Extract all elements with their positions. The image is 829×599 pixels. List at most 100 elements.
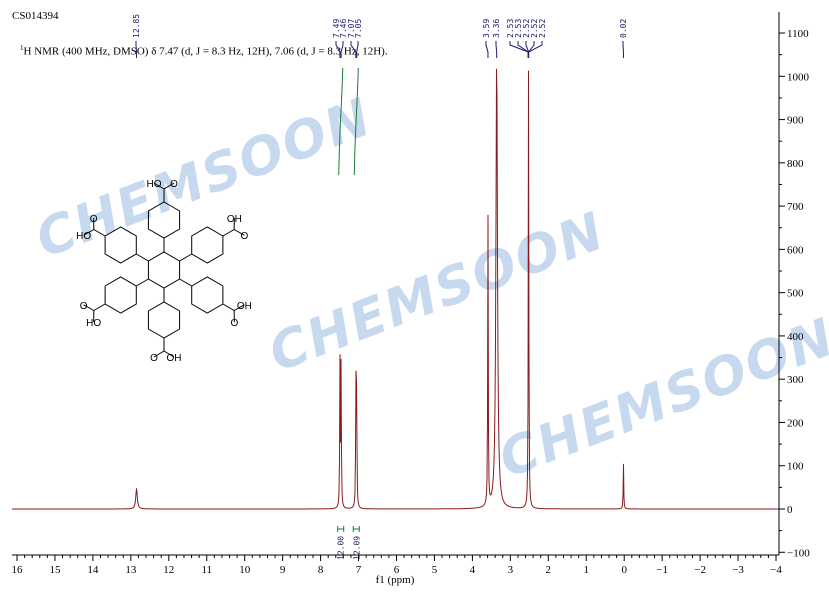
- peak-label: 7.07: [347, 19, 356, 38]
- c-oh-bond: [153, 182, 165, 190]
- oxygen-label: O: [150, 353, 158, 364]
- x-tick-label: 5: [432, 564, 438, 576]
- watermark: CHEMSOON: [491, 307, 829, 490]
- c-o-double-bond: [163, 182, 175, 190]
- hydroxyl-label: HO: [86, 318, 101, 329]
- hydroxyl-label: HO: [76, 231, 91, 242]
- peak-label: 0.02: [619, 19, 628, 38]
- peak-leader-line: [485, 41, 489, 58]
- x-tick-label: 1: [584, 564, 590, 576]
- watermark: CHEMSOON: [261, 201, 613, 384]
- x-tick-label: 11: [201, 564, 212, 576]
- oxygen-label: O: [80, 301, 88, 312]
- hydroxyl-label: OH: [237, 301, 252, 312]
- y-tick-label: 900: [787, 115, 804, 127]
- oxygen-label: O: [90, 214, 98, 225]
- c-o-double-bond: [83, 304, 95, 311]
- x-tick-label: 7: [356, 564, 362, 576]
- hydroxyl-label: HO: [147, 179, 162, 190]
- x-tick-label: −3: [732, 564, 744, 576]
- oxygen-label: O: [230, 318, 238, 329]
- aryl-bond: [179, 278, 192, 287]
- peak-labels: 12.85 7.497.46 7.077.05 3.59 3.36 2.53 2.53 2.5…: [132, 14, 628, 58]
- x-tick-label: 9: [280, 564, 286, 576]
- integral-value: 12.00: [337, 536, 346, 560]
- peak-leader-line: [335, 41, 341, 58]
- integral-value: 12.09: [352, 536, 361, 560]
- aryl-bond: [136, 278, 149, 287]
- carboxyl-bond: [93, 303, 106, 311]
- x-tick-label: 10: [239, 564, 251, 576]
- watermark: CHEMSOON: [28, 87, 380, 270]
- c-oh-bond: [163, 350, 175, 358]
- peak-label: 2.52: [522, 19, 531, 38]
- aryl-bond: [179, 253, 192, 262]
- phenyl-ring: [104, 226, 137, 264]
- y-tick-label: 1100: [787, 28, 809, 40]
- x-tick-label: 12: [163, 564, 174, 576]
- carboxyl-bond: [222, 229, 235, 237]
- peak-leader-line: [528, 41, 543, 58]
- peak-label: 7.49: [332, 19, 341, 38]
- y-tick-label: 500: [787, 288, 804, 300]
- peak-label: 2.53: [514, 19, 523, 38]
- x-tick-label: 14: [87, 564, 99, 576]
- x-tick-label: 4: [470, 564, 476, 576]
- y-tick-label: 700: [787, 201, 804, 213]
- integral-curve: [353, 67, 359, 176]
- integral-bracket: [352, 526, 360, 532]
- watermark-layer: CHEMSOON CHEMSOON CHEMSOON: [28, 87, 829, 490]
- carboxyl-bond: [222, 303, 235, 311]
- integrals: 12.00 12.09: [337, 67, 361, 560]
- isotope-superscript: 1: [20, 44, 24, 52]
- c-o-double-bond: [153, 350, 165, 358]
- c-oh-bond: [233, 304, 245, 311]
- axes: 16 15 14 13 12 11 10 9 8 7 6 5 4 3 2 1 0 −1 −2 −3 −4−1000100…: [12, 12, 810, 576]
- peak-leader-line: [509, 41, 529, 58]
- peak-label: 3.59: [482, 19, 491, 38]
- y-tick-label: 0: [787, 504, 793, 516]
- aryl-bond: [136, 253, 149, 262]
- peak-leader-line: [356, 41, 359, 58]
- peak-leader-line: [135, 41, 138, 58]
- c-o-double-bond: [233, 229, 245, 236]
- x-axis-label: f1 (ppm): [376, 574, 415, 586]
- integral-bracket: [337, 526, 345, 532]
- peak-label: 2.53: [506, 19, 515, 38]
- peak-label: 3.36: [492, 19, 501, 38]
- x-tick-label: 2: [546, 564, 552, 576]
- peak-leader-line: [340, 41, 344, 58]
- y-tick-label: −100: [787, 547, 810, 559]
- x-tick-label: 8: [318, 564, 324, 576]
- oxygen-label: O: [170, 179, 178, 190]
- sample-id: CS014394: [12, 10, 59, 22]
- oxygen-label: O: [240, 231, 248, 242]
- phenyl-ring: [191, 276, 224, 314]
- x-tick-label: 15: [49, 564, 61, 576]
- peak-label: 7.46: [339, 19, 348, 38]
- peak-label: 2.52: [538, 19, 547, 38]
- x-tick-label: −2: [694, 564, 706, 576]
- hydroxyl-label: OH: [227, 214, 242, 225]
- hydroxyl-label: OH: [167, 353, 182, 364]
- carboxyl-bond: [93, 229, 106, 237]
- phenyl-ring: [104, 276, 137, 314]
- phenyl-ring: [147, 201, 181, 239]
- c-oh-bond: [83, 229, 95, 236]
- assignment-text: H NMR (400 MHz, DMSO) δ 7.47 (d, J = 8.3…: [23, 45, 388, 58]
- x-tick-label: 0: [621, 564, 627, 576]
- peak-label: 12.85: [132, 14, 141, 38]
- integral-curve: [338, 67, 344, 176]
- phenyl-ring: [191, 226, 224, 264]
- x-tick-label: 3: [508, 564, 514, 576]
- nmr-assignment: 1H NMR (400 MHz, DMSO) δ 7.47 (d, J = 8.…: [20, 44, 388, 58]
- central-benzene-ring: [147, 251, 181, 289]
- peak-leader-line: [495, 41, 498, 58]
- y-tick-label: 600: [787, 244, 804, 256]
- peak-leader-line: [517, 41, 529, 58]
- y-tick-label: 300: [787, 374, 804, 386]
- peak-label: 7.05: [354, 19, 363, 38]
- y-tick-label: 100: [787, 461, 804, 473]
